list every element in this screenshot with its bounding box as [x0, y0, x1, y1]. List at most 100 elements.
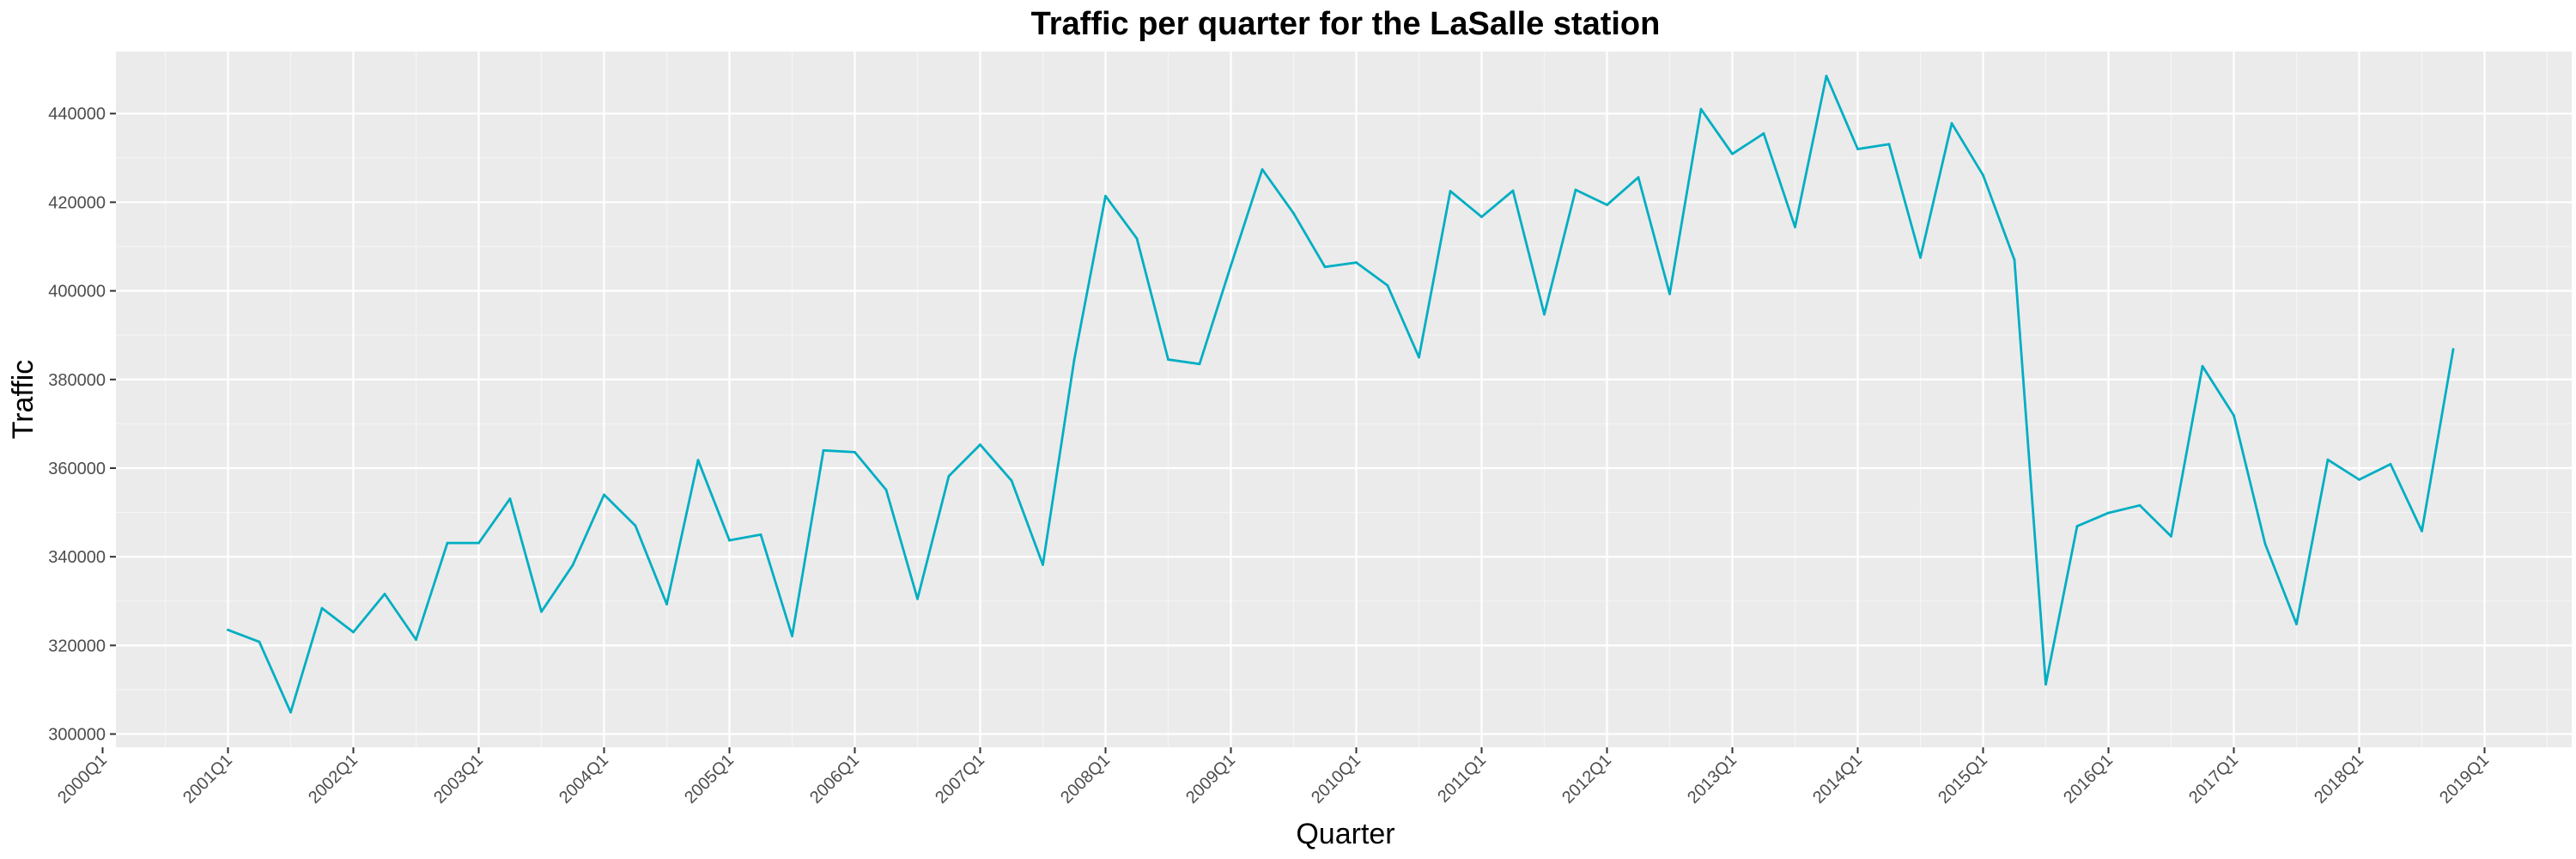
data-point — [1668, 292, 1671, 295]
series-line — [227, 74, 2455, 714]
x-axis: 2000Q1 2001Q1 2002Q1 2003Q1 2004Q1 2005Q1 2006… — [54, 747, 2493, 807]
data-point — [1355, 261, 1358, 264]
data-point — [1825, 74, 1828, 77]
data-point — [1950, 122, 1953, 125]
data-point — [1606, 204, 1608, 206]
data-point — [1543, 313, 1546, 316]
x-tick-label: 2013Q1 — [1684, 751, 1741, 807]
data-point — [571, 564, 574, 567]
data-point — [1135, 237, 1139, 241]
data-point — [728, 539, 731, 542]
data-point — [1198, 362, 1201, 366]
data-point — [320, 606, 324, 610]
x-tick-label: 2002Q1 — [305, 751, 361, 807]
y-tick-label: 320000 — [48, 637, 106, 655]
data-point — [1794, 225, 1796, 228]
chart-title: Traffic per quarter for the LaSalle stat… — [1031, 6, 1661, 42]
x-tick-label: 2017Q1 — [2185, 751, 2242, 807]
y-tick-label: 380000 — [48, 371, 106, 390]
x-axis-title: Quarter — [1296, 818, 1394, 850]
data-point — [665, 602, 668, 606]
data-point — [446, 541, 449, 545]
data-point — [1323, 265, 1327, 269]
data-point — [2263, 542, 2267, 545]
y-tick-label: 340000 — [48, 548, 106, 567]
data-point — [477, 541, 480, 545]
data-point — [634, 524, 637, 527]
data-point — [2170, 535, 2172, 538]
x-tick-label: 2012Q1 — [1558, 751, 1615, 807]
x-tick-label: 2009Q1 — [1182, 751, 1239, 807]
x-tick-label: 2016Q1 — [2060, 751, 2117, 807]
data-point — [1919, 256, 1922, 259]
data-point — [2421, 529, 2423, 533]
data-point — [822, 448, 825, 452]
data-point — [1637, 176, 1640, 179]
minor-grid — [116, 52, 2572, 747]
data-point — [1887, 143, 1891, 146]
data-point — [854, 450, 856, 454]
data-point — [1230, 264, 1232, 267]
x-tick-label: 2003Q1 — [430, 751, 487, 807]
data-point — [791, 635, 793, 637]
data-point — [2075, 525, 2079, 527]
data-point — [696, 459, 700, 462]
x-tick-label: 2007Q1 — [932, 751, 988, 807]
data-point — [2233, 414, 2235, 417]
data-point — [1449, 190, 1452, 192]
x-tick-label: 2011Q1 — [1434, 751, 1490, 807]
data-point — [1042, 564, 1044, 566]
data-point — [352, 631, 355, 634]
data-point — [1292, 211, 1295, 215]
data-point — [1261, 168, 1264, 171]
data-point — [227, 628, 229, 631]
data-point — [947, 474, 951, 478]
plot-panel — [116, 52, 2572, 747]
data-point — [1574, 188, 1577, 192]
x-tick-label: 2010Q1 — [1308, 751, 1364, 807]
series-layer — [227, 74, 2455, 714]
data-point — [2389, 462, 2392, 466]
x-tick-label: 2005Q1 — [681, 751, 738, 807]
data-point — [1386, 284, 1389, 287]
data-point — [383, 593, 386, 595]
data-point — [1856, 148, 1859, 150]
data-point — [603, 493, 605, 497]
x-tick-label: 2018Q1 — [2311, 751, 2367, 807]
data-point — [1010, 479, 1013, 482]
data-point — [1731, 152, 1734, 155]
data-point — [1699, 107, 1703, 111]
data-point — [540, 610, 543, 613]
x-tick-label: 2000Q1 — [54, 751, 111, 807]
data-point — [2295, 623, 2298, 625]
data-point — [2451, 348, 2455, 351]
y-tick-label: 420000 — [48, 193, 106, 212]
data-point — [1511, 189, 1515, 192]
data-point — [2044, 683, 2047, 686]
y-tick-label: 300000 — [48, 726, 106, 745]
y-axis-title: Traffic — [7, 360, 39, 440]
x-tick-label: 2015Q1 — [1935, 751, 1991, 807]
data-point — [1480, 216, 1483, 218]
data-point — [2326, 458, 2330, 461]
data-point — [508, 497, 512, 500]
data-point — [289, 710, 292, 714]
data-point — [979, 443, 981, 447]
data-point — [2107, 511, 2110, 515]
data-point — [2201, 364, 2204, 368]
data-point — [1167, 358, 1170, 361]
data-point — [2138, 503, 2142, 507]
x-tick-label: 2008Q1 — [1057, 751, 1114, 807]
data-point — [759, 533, 762, 536]
y-tick-label: 400000 — [48, 283, 106, 302]
y-tick-label: 440000 — [48, 105, 106, 124]
x-tick-label: 2006Q1 — [806, 751, 863, 807]
data-point — [1072, 358, 1076, 362]
data-point — [415, 638, 417, 642]
x-tick-label: 2014Q1 — [1809, 751, 1866, 807]
data-point — [1982, 174, 1984, 177]
data-point — [258, 640, 261, 643]
data-point — [2013, 259, 2016, 261]
x-tick-label: 2001Q1 — [179, 751, 236, 807]
